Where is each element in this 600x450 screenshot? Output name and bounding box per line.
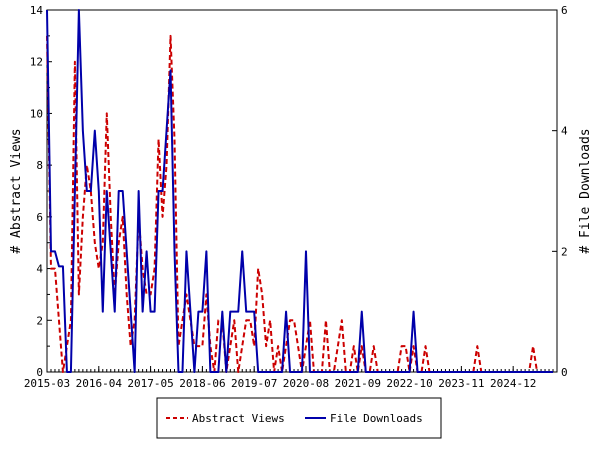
left-y-tick-label: 6 bbox=[36, 211, 43, 224]
legend-label-file-downloads: File Downloads bbox=[330, 412, 423, 425]
left-y-tick-label: 2 bbox=[36, 314, 43, 327]
x-tick-label: 2015-03 bbox=[24, 377, 70, 390]
left-y-tick-label: 10 bbox=[30, 107, 43, 120]
right-y-tick-label: 0 bbox=[561, 366, 568, 379]
x-tick-label: 2019-07 bbox=[231, 377, 277, 390]
right-y-tick-label: 6 bbox=[561, 4, 568, 17]
x-tick-label: 2022-10 bbox=[386, 377, 432, 390]
y-axis-title-right: # File Downloads bbox=[578, 128, 593, 253]
legend-label-abstract-views: Abstract Views bbox=[192, 412, 285, 425]
plot-area bbox=[46, 9, 558, 373]
legend: Abstract Views File Downloads bbox=[156, 397, 442, 439]
x-tick-label: 2023-11 bbox=[438, 377, 484, 390]
plot-border bbox=[46, 9, 558, 373]
left-y-tick-label: 4 bbox=[36, 263, 43, 276]
left-y-tick-label: 0 bbox=[36, 366, 43, 379]
x-tick-label: 2020-08 bbox=[283, 377, 329, 390]
x-tick-label: 2017-05 bbox=[127, 377, 173, 390]
left-y-tick-label: 12 bbox=[30, 56, 43, 69]
x-axis: 2015-03 2016-04 2017-05 2018-06 2019-07 2020-… bbox=[24, 366, 558, 390]
legend-box bbox=[156, 397, 442, 439]
x-tick-label: 2024-12 bbox=[490, 377, 536, 390]
x-tick-label: 2018-06 bbox=[179, 377, 225, 390]
right-y-tick-label: 2 bbox=[561, 245, 568, 258]
right-y-tick-label: 4 bbox=[561, 125, 568, 138]
left-y-tick-label: 14 bbox=[30, 4, 44, 17]
x-tick-label: 2021-09 bbox=[335, 377, 381, 390]
left-y-tick-label: 8 bbox=[36, 159, 43, 172]
y-axis-title-left: # Abstract Views bbox=[9, 128, 24, 253]
series-layer bbox=[46, 9, 554, 373]
x-tick-label: 2016-04 bbox=[76, 377, 123, 390]
series-line-file-downloads bbox=[46, 9, 554, 373]
